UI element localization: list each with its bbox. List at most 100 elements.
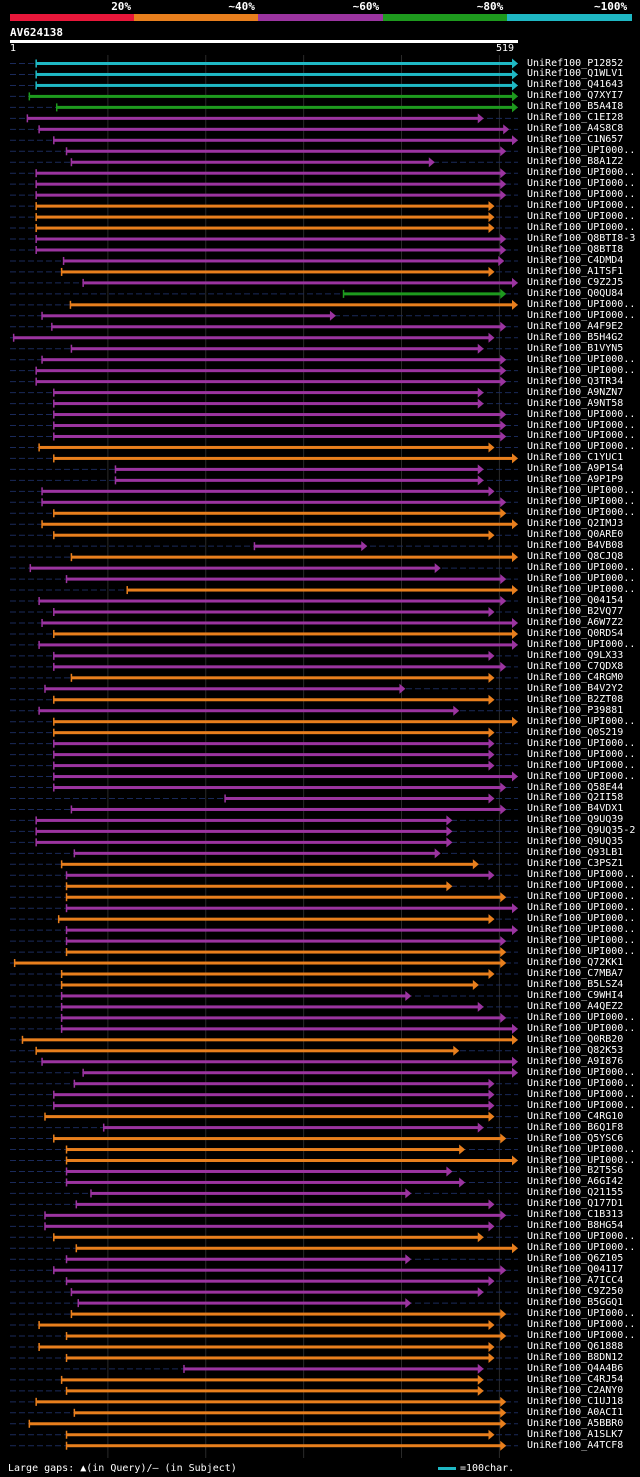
hit-label[interactable]: UniRef100_Q3TR34	[527, 375, 624, 387]
hit-label[interactable]: UniRef100_UPI000..	[527, 1022, 636, 1034]
hit-label[interactable]: UniRef100_B2VQ77	[527, 606, 624, 617]
hit-label[interactable]: UniRef100_Q0ARE0	[527, 529, 624, 541]
hit-label[interactable]: UniRef100_B5H4G2	[527, 331, 624, 343]
hit-label[interactable]: UniRef100_B5A4I8	[527, 101, 624, 113]
hit-label[interactable]: UniRef100_UPI000..	[527, 211, 636, 223]
hit-label[interactable]: UniRef100_Q5YSC6	[527, 1132, 624, 1144]
hit-label[interactable]: UniRef100_UPI000..	[527, 178, 636, 190]
hit-label[interactable]: UniRef100_UPI000..	[527, 145, 636, 157]
hit-label[interactable]: UniRef100_UPI000..	[527, 880, 636, 892]
hit-label[interactable]: UniRef100_A9P1P9	[527, 474, 624, 486]
hit-label[interactable]: UniRef100_A5BBR0	[527, 1417, 624, 1429]
hit-label[interactable]: UniRef100_UPI000..	[527, 507, 636, 519]
hit-label[interactable]: UniRef100_A0ACI1	[527, 1406, 624, 1418]
hit-label[interactable]: UniRef100_Q6Z105	[527, 1253, 624, 1265]
hit-label[interactable]: UniRef100_UPI000..	[527, 408, 636, 420]
hit-label[interactable]: UniRef100_UPI000..	[527, 298, 636, 310]
hit-label[interactable]: UniRef100_B8A1Z2	[527, 156, 624, 168]
hit-label[interactable]: UniRef100_A4TCF8	[527, 1439, 624, 1451]
hit-label[interactable]: UniRef100_C4RJ54	[527, 1373, 624, 1385]
hit-label[interactable]: UniRef100_UPI000..	[527, 1066, 636, 1078]
hit-label[interactable]: UniRef100_Q9UQ35-2	[527, 825, 636, 837]
hit-label[interactable]: UniRef100_C4RGM0	[527, 671, 624, 683]
hit-label[interactable]: UniRef100_UPI000..	[527, 737, 636, 749]
hit-label[interactable]: UniRef100_A9NZN7	[527, 386, 624, 398]
hit-label[interactable]: UniRef100_B2T5S6	[527, 1165, 624, 1177]
hit-label[interactable]: UniRef100_P12852	[527, 57, 624, 69]
hit-label[interactable]: UniRef100_B1VYN5	[527, 342, 624, 354]
hit-label[interactable]: UniRef100_Q2II58	[527, 792, 624, 804]
hit-label[interactable]: UniRef100_C4DMD4	[527, 254, 624, 266]
hit-label[interactable]: UniRef100_Q8BTI8-3	[527, 233, 636, 245]
hit-label[interactable]: UniRef100_A1TSF1	[527, 265, 624, 277]
hit-label[interactable]: UniRef100_UPI000..	[527, 222, 636, 234]
hit-label[interactable]: UniRef100_UPI000..	[527, 748, 636, 760]
hit-label[interactable]: UniRef100_UPI000..	[527, 496, 636, 508]
hit-label[interactable]: UniRef100_Q7XYI7	[527, 90, 624, 102]
hit-label[interactable]: UniRef100_UPI000..	[527, 924, 636, 936]
hit-label[interactable]: UniRef100_UPI000..	[527, 430, 636, 442]
hit-label[interactable]: UniRef100_UPI000..	[527, 715, 636, 727]
hit-label[interactable]: UniRef100_Q2IMJ3	[527, 518, 624, 530]
hit-label[interactable]: UniRef100_UPI000..	[527, 891, 636, 903]
hit-label[interactable]: UniRef100_UPI000..	[527, 441, 636, 453]
hit-label[interactable]: UniRef100_A6W7Z2	[527, 616, 624, 628]
hit-label[interactable]: UniRef100_UPI000..	[527, 562, 636, 574]
hit-label[interactable]: UniRef100_B8HG54	[527, 1220, 624, 1232]
hit-label[interactable]: UniRef100_Q1WLV1	[527, 68, 624, 80]
hit-label[interactable]: UniRef100_B2ZT08	[527, 693, 624, 705]
hit-label[interactable]: UniRef100_UPI000..	[527, 869, 636, 881]
hit-label[interactable]: UniRef100_Q0RDS4	[527, 627, 624, 639]
hit-label[interactable]: UniRef100_C1B313	[527, 1209, 624, 1221]
hit-label[interactable]: UniRef100_A9NT58	[527, 397, 624, 409]
hit-label[interactable]: UniRef100_Q9UQ35	[527, 836, 624, 848]
hit-label[interactable]: UniRef100_Q82K53	[527, 1044, 624, 1056]
hit-label[interactable]: UniRef100_UPI000..	[527, 1011, 636, 1023]
hit-label[interactable]: UniRef100_Q0S219	[527, 726, 624, 738]
hit-label[interactable]: UniRef100_Q72KK1	[527, 957, 624, 969]
hit-label[interactable]: UniRef100_UPI000..	[527, 946, 636, 958]
hit-label[interactable]: UniRef100_UPI000..	[527, 573, 636, 585]
hit-label[interactable]: UniRef100_UPI000..	[527, 1231, 636, 1243]
hit-label[interactable]: UniRef100_C7QDX8	[527, 660, 624, 672]
hit-label[interactable]: UniRef100_B4VB08	[527, 540, 624, 552]
hit-label[interactable]: UniRef100_B6Q1F8	[527, 1121, 624, 1133]
hit-label[interactable]: UniRef100_Q177D1	[527, 1198, 624, 1210]
hit-label[interactable]: UniRef100_UPI000..	[527, 1330, 636, 1342]
hit-label[interactable]: UniRef100_B8DN12	[527, 1351, 624, 1363]
hit-label[interactable]: UniRef100_B4VDX1	[527, 803, 624, 815]
hit-label[interactable]: UniRef100_UPI000..	[527, 364, 636, 376]
hit-label[interactable]: UniRef100_UPI000..	[527, 1308, 636, 1320]
hit-label[interactable]: UniRef100_UPI000..	[527, 200, 636, 212]
hit-label[interactable]: UniRef100_B5LSZ4	[527, 978, 624, 990]
hit-label[interactable]: UniRef100_UPI000..	[527, 913, 636, 925]
hit-label[interactable]: UniRef100_A6GI42	[527, 1176, 624, 1188]
hit-label[interactable]: UniRef100_A9I876	[527, 1055, 624, 1067]
hit-label[interactable]: UniRef100_UPI000..	[527, 1088, 636, 1100]
hit-label[interactable]: UniRef100_A1SLK7	[527, 1428, 624, 1440]
hit-label[interactable]: UniRef100_Q04117	[527, 1264, 624, 1276]
hit-label[interactable]: UniRef100_UPI000..	[527, 759, 636, 771]
hit-label[interactable]: UniRef100_C9WHI4	[527, 989, 624, 1001]
hit-label[interactable]: UniRef100_Q0RB20	[527, 1033, 624, 1045]
hit-label[interactable]: UniRef100_UPI000..	[527, 167, 636, 179]
hit-label[interactable]: UniRef100_Q04154	[527, 595, 624, 607]
hit-label[interactable]: UniRef100_UPI000..	[527, 1154, 636, 1166]
hit-label[interactable]: UniRef100_Q0QU84	[527, 287, 624, 299]
hit-label[interactable]: UniRef100_UPI000..	[527, 353, 636, 365]
hit-label[interactable]: UniRef100_Q58E44	[527, 781, 624, 793]
hit-label[interactable]: UniRef100_B5GGQ1	[527, 1297, 624, 1309]
hit-label[interactable]: UniRef100_UPI000..	[527, 189, 636, 201]
hit-label[interactable]: UniRef100_UPI000..	[527, 584, 636, 596]
hit-label[interactable]: UniRef100_Q21155	[527, 1187, 624, 1199]
hit-label[interactable]: UniRef100_A9P1S4	[527, 463, 624, 475]
hit-label[interactable]: UniRef100_C9Z250	[527, 1286, 624, 1298]
hit-label[interactable]: UniRef100_Q61888	[527, 1340, 624, 1352]
hit-label[interactable]: UniRef100_UPI000..	[527, 1099, 636, 1111]
hit-label[interactable]: UniRef100_Q9UQ39	[527, 814, 624, 826]
hit-label[interactable]: UniRef100_C3PSZ1	[527, 858, 624, 870]
hit-label[interactable]: UniRef100_Q41643	[527, 79, 624, 91]
hit-label[interactable]: UniRef100_UPI000..	[527, 1077, 636, 1089]
hit-label[interactable]: UniRef100_P39881	[527, 704, 624, 716]
hit-label[interactable]: UniRef100_A4F9E2	[527, 320, 624, 332]
